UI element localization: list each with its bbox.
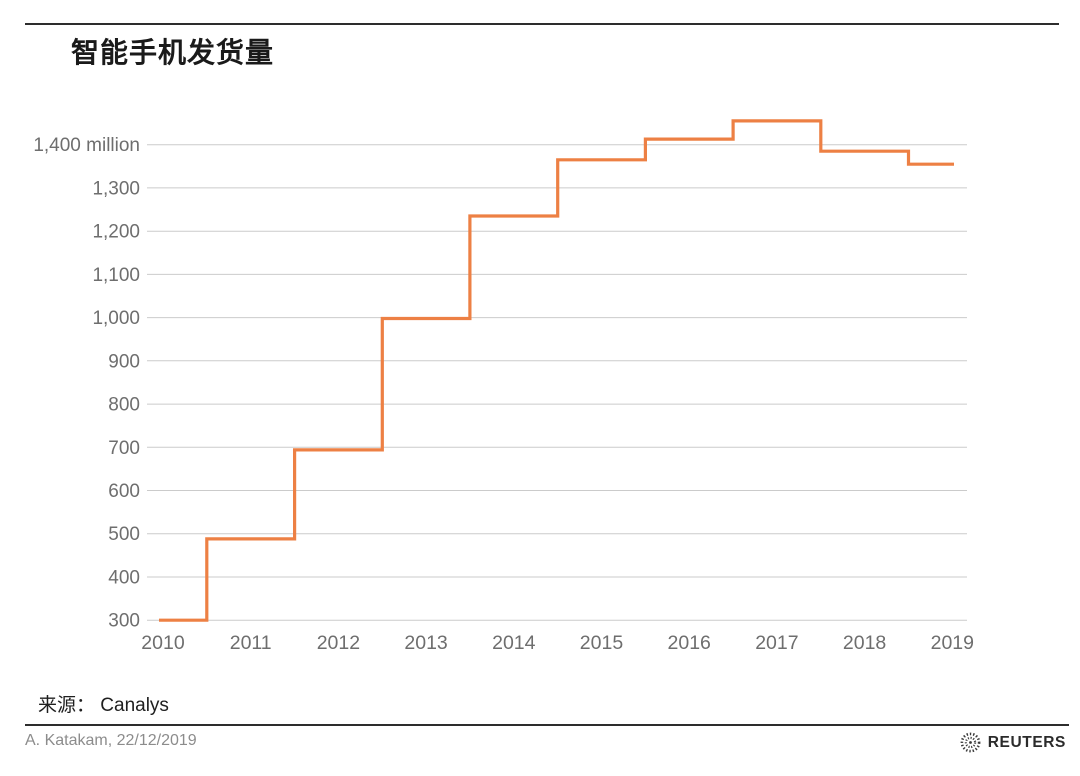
y-tick-label: 600 bbox=[108, 481, 140, 502]
footer-divider bbox=[25, 724, 1069, 726]
source-label: 来源： Canalys bbox=[38, 695, 169, 716]
top-divider bbox=[25, 23, 1059, 25]
y-tick-label: 900 bbox=[108, 351, 140, 372]
x-tick-label: 2010 bbox=[141, 632, 185, 654]
y-tick-label: 1,200 bbox=[92, 222, 140, 243]
x-tick-label: 2012 bbox=[317, 632, 360, 654]
y-tick-label: 700 bbox=[108, 438, 140, 459]
x-tick-label: 2016 bbox=[668, 632, 711, 654]
smartphone-shipments-step-chart: 1,400 million 1,300 1,200 1,100 1,000 900 800 7… bbox=[33, 119, 974, 654]
y-tick-label: 800 bbox=[108, 395, 140, 416]
reuters-emblem-icon bbox=[960, 732, 981, 753]
reuters-wordmark: REUTERS bbox=[987, 733, 1066, 751]
y-tick-label: 1,100 bbox=[92, 265, 140, 286]
x-tick-label: 2018 bbox=[843, 632, 886, 654]
x-tick-label: 2015 bbox=[580, 632, 624, 654]
x-tick-label: 2019 bbox=[931, 632, 974, 654]
chart-title: 智能手机发货量 bbox=[71, 37, 275, 68]
x-tick-label: 2011 bbox=[230, 632, 272, 654]
x-tick-label: 2014 bbox=[492, 632, 536, 654]
y-tick-label: 400 bbox=[108, 568, 140, 589]
y-tick-label: 300 bbox=[108, 611, 140, 632]
y-tick-label: 1,000 bbox=[92, 308, 140, 329]
credit-byline: A. Katakam, 22/12/2019 bbox=[25, 732, 197, 749]
y-tick-label: 500 bbox=[108, 524, 140, 545]
series-line bbox=[159, 119, 954, 622]
y-tick-label: 1,300 bbox=[92, 178, 140, 199]
reuters-logo: REUTERS bbox=[959, 731, 1066, 754]
x-tick-label: 2013 bbox=[404, 632, 447, 654]
x-tick-label: 2017 bbox=[755, 632, 798, 654]
y-tick-label: 1,400 million bbox=[33, 135, 140, 156]
